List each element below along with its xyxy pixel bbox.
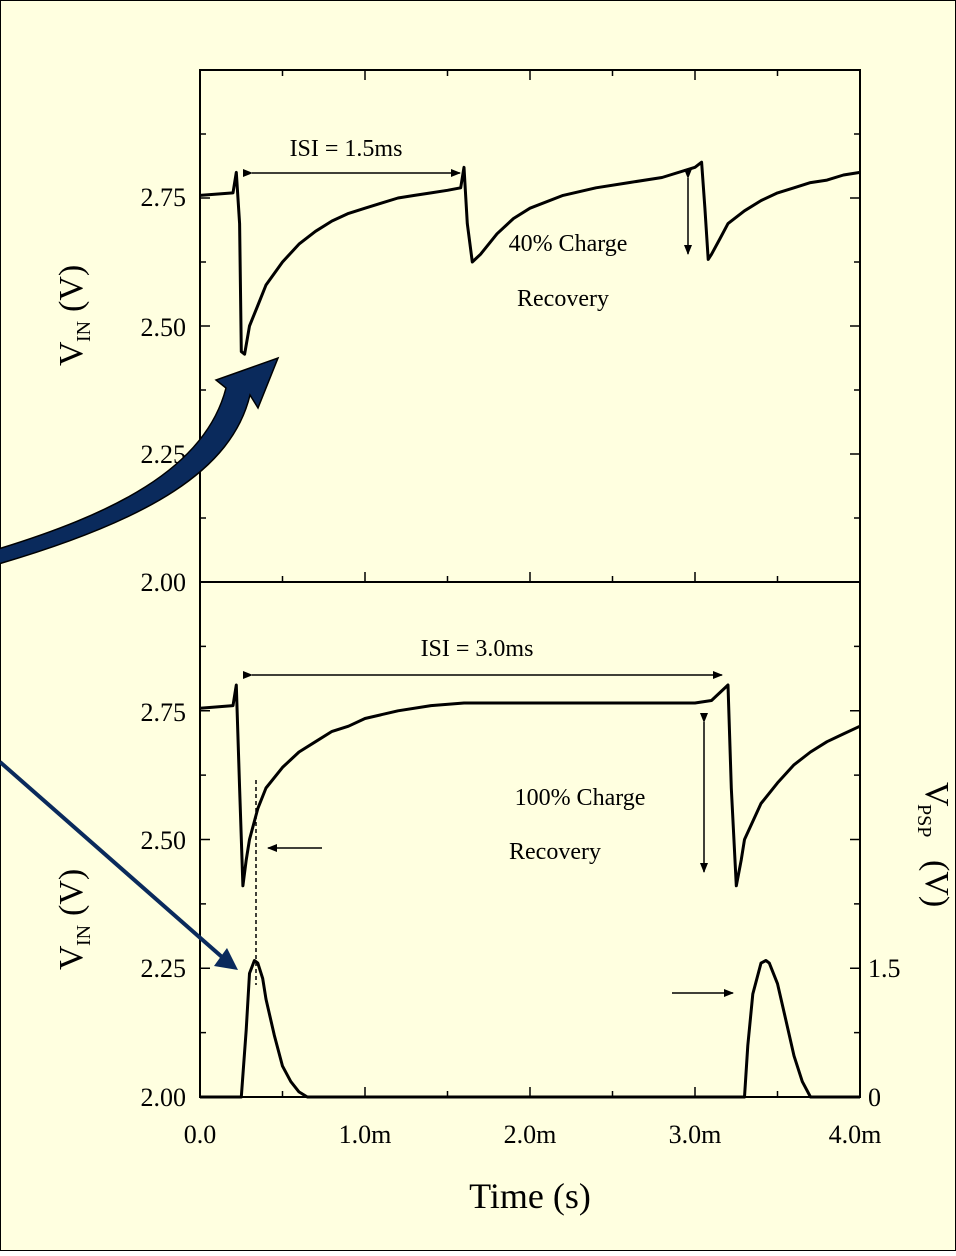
bottom-vpsp-trace (200, 959, 860, 1099)
xtick-label: 2.0m (504, 1120, 557, 1149)
bottom-ylabel-sub: IN (73, 925, 95, 946)
right-ylabel-sub: PSP (913, 804, 935, 837)
top-isi-label-bg (268, 130, 418, 164)
top-ylabel-unit: (V) (53, 265, 90, 312)
bottom-ytick-label: 2.50 (141, 826, 187, 855)
top-recovery-label-line2: Recovery (517, 286, 609, 312)
bottom-isi-label: ISI = 3.0ms (421, 636, 534, 662)
bottom-recovery-label-line2: Recovery (509, 839, 601, 865)
top-isi-label: ISI = 1.5ms (290, 136, 403, 162)
right-ylabel-unit: (V) (918, 860, 955, 907)
top-recovery-label-line1: 40% Charge (509, 231, 628, 257)
xtick-label: 3.0m (669, 1120, 722, 1149)
top-ytick-label: 2.75 (141, 183, 187, 212)
callout-curved-arrow (0, 356, 280, 565)
bottom-y-axis-title: V IN (V) (53, 869, 95, 970)
top-ytick-label: 2.00 (141, 568, 187, 597)
top-y-axis-title: V IN (V) (53, 265, 95, 366)
right-y-axis-title: V PSP (V) (913, 782, 955, 907)
bottom-ytick-label: 2.00 (141, 1083, 187, 1112)
right-ytick-label: 0 (868, 1083, 881, 1112)
callout-straight-arrow (0, 760, 224, 959)
bottom-isi-label-bg (400, 630, 552, 664)
right-ylabel-main: V (918, 782, 955, 807)
bottom-ylabel-unit: (V) (53, 869, 90, 916)
bottom-ytick-label: 2.25 (141, 954, 187, 983)
right-ytick-label: 1.5 (868, 954, 901, 983)
bottom-vin-trace (199, 683, 861, 888)
xtick-label: 1.0m (339, 1120, 392, 1149)
callout-straight-arrowhead (214, 948, 238, 970)
top-vin-trace (199, 160, 861, 356)
x-axis-title: Time (s) (469, 1176, 591, 1216)
bottom-recovery-label-line1: 100% Charge (515, 785, 646, 811)
bottom-ytick-label: 2.75 (141, 698, 187, 727)
top-ylabel-sub: IN (73, 321, 95, 342)
top-ylabel-main: V (53, 341, 90, 366)
top-panel-ticks (199, 70, 861, 583)
xtick-label: 4.0m (829, 1120, 882, 1149)
bottom-ylabel-main: V (53, 945, 90, 970)
xtick-label: 0.0 (184, 1120, 217, 1149)
top-ytick-label: 2.50 (141, 313, 187, 342)
